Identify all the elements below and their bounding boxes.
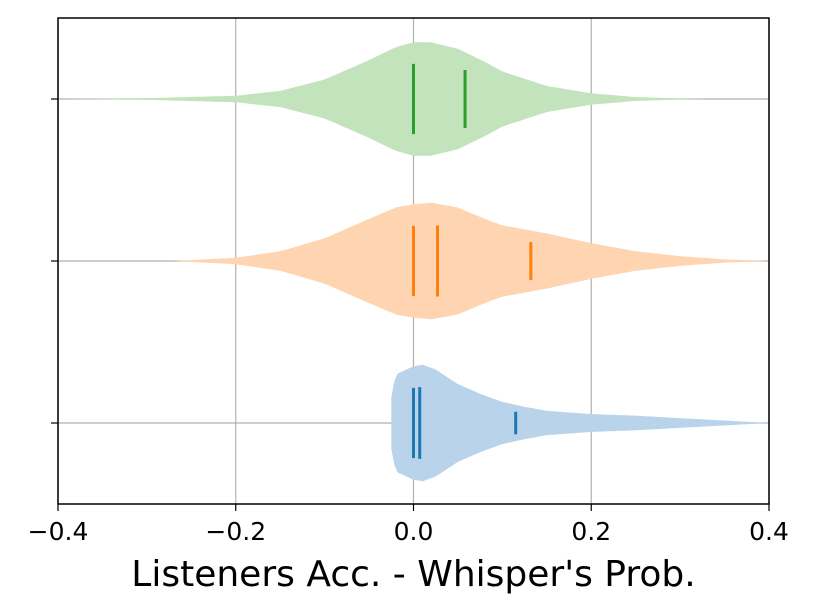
x-tick-label: 0.0 (394, 517, 434, 546)
x-tick-label: −0.4 (28, 517, 89, 546)
violin-markers (412, 63, 533, 459)
axis-ticks: −0.4 −0.2 0.0 0.2 0.4 (28, 98, 789, 546)
x-tick-label: 0.4 (749, 517, 789, 546)
x-tick-label: −0.2 (205, 517, 266, 546)
violin-body (391, 364, 769, 482)
x-tick-label: 0.2 (571, 517, 611, 546)
x-axis-label: Listeners Acc. - Whisper's Prob. (131, 554, 695, 595)
violin-bodies (58, 42, 769, 482)
violin-body (173, 202, 769, 320)
violin-body (58, 42, 707, 156)
